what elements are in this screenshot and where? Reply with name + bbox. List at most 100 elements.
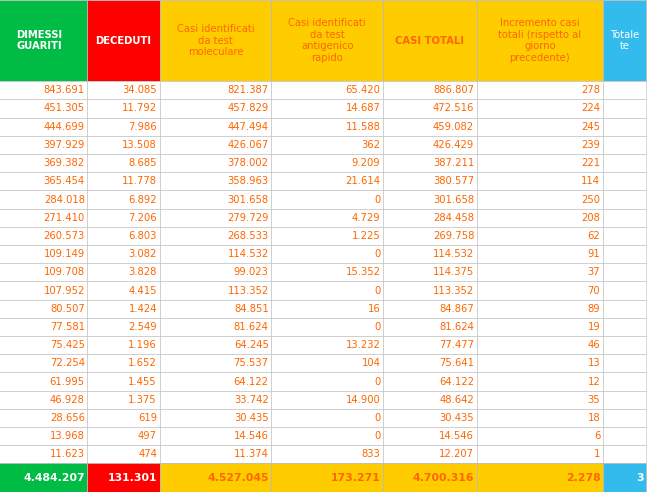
Text: 173.271: 173.271 [331, 473, 380, 483]
Bar [603, 445, 646, 463]
Bar [159, 281, 272, 300]
Bar [87, 336, 159, 354]
Bar [87, 263, 159, 281]
Bar [272, 209, 383, 227]
Text: 13: 13 [588, 358, 600, 369]
Text: 46.928: 46.928 [50, 395, 85, 405]
Bar [383, 409, 477, 427]
Bar [159, 409, 272, 427]
Text: 75.641: 75.641 [439, 358, 474, 369]
Text: 91: 91 [588, 249, 600, 259]
Text: 365.454: 365.454 [44, 176, 85, 186]
Bar [159, 190, 272, 209]
Bar [383, 209, 477, 227]
Bar [159, 445, 272, 463]
Text: 11.374: 11.374 [234, 449, 269, 460]
Bar [383, 372, 477, 391]
Bar [383, 190, 477, 209]
Bar [603, 99, 646, 118]
Bar [477, 227, 603, 245]
Bar [159, 300, 272, 318]
Text: 11.778: 11.778 [122, 176, 157, 186]
Text: 380.577: 380.577 [433, 176, 474, 186]
Bar [0, 354, 87, 372]
Text: 13.508: 13.508 [122, 140, 157, 150]
Text: 8.685: 8.685 [129, 158, 157, 168]
Text: 84.851: 84.851 [234, 304, 269, 314]
Bar [383, 227, 477, 245]
Bar [272, 391, 383, 409]
Text: 89: 89 [588, 304, 600, 314]
Text: 1.225: 1.225 [352, 231, 380, 241]
Text: 245: 245 [581, 122, 600, 132]
Text: 0: 0 [374, 322, 380, 332]
Bar [383, 391, 477, 409]
Bar [383, 99, 477, 118]
Text: 224: 224 [581, 103, 600, 114]
Bar [603, 209, 646, 227]
Text: 387.211: 387.211 [433, 158, 474, 168]
Bar [87, 154, 159, 172]
Text: 268.533: 268.533 [228, 231, 269, 241]
Text: 61.995: 61.995 [50, 376, 85, 387]
Bar [87, 391, 159, 409]
Bar [383, 318, 477, 336]
Text: 114.532: 114.532 [228, 249, 269, 259]
Text: 19: 19 [588, 322, 600, 332]
Bar [477, 81, 603, 99]
Bar [477, 154, 603, 172]
Text: 4.484.207: 4.484.207 [23, 473, 85, 483]
Text: 619: 619 [138, 413, 157, 423]
Text: 821.387: 821.387 [228, 85, 269, 95]
Bar [0, 409, 87, 427]
Text: 362: 362 [361, 140, 380, 150]
Bar [87, 372, 159, 391]
Text: 34.085: 34.085 [122, 85, 157, 95]
Text: 444.699: 444.699 [44, 122, 85, 132]
Text: 6: 6 [594, 431, 600, 441]
Text: 2.278: 2.278 [565, 473, 600, 483]
Bar [383, 445, 477, 463]
Text: 208: 208 [581, 213, 600, 223]
Bar [159, 0, 272, 81]
Text: Casi identificati
da test
moleculare: Casi identificati da test moleculare [176, 24, 255, 57]
Text: 269.758: 269.758 [433, 231, 474, 241]
Bar [159, 154, 272, 172]
Bar [272, 300, 383, 318]
Text: 62: 62 [588, 231, 600, 241]
Bar [603, 227, 646, 245]
Text: 11.588: 11.588 [346, 122, 380, 132]
Bar [159, 245, 272, 263]
Bar [0, 281, 87, 300]
Bar [603, 245, 646, 263]
Bar [477, 354, 603, 372]
Bar [0, 263, 87, 281]
Bar [603, 427, 646, 445]
Bar [603, 0, 646, 81]
Bar [272, 409, 383, 427]
Text: 33.742: 33.742 [234, 395, 269, 405]
Bar [603, 118, 646, 136]
Bar [87, 0, 159, 81]
Text: 81.624: 81.624 [234, 322, 269, 332]
Text: 843.691: 843.691 [44, 85, 85, 95]
Text: 0: 0 [374, 413, 380, 423]
Bar [383, 281, 477, 300]
Text: 301.658: 301.658 [228, 194, 269, 205]
Text: 278: 278 [581, 85, 600, 95]
Bar [603, 372, 646, 391]
Text: 114.375: 114.375 [433, 267, 474, 277]
Bar [272, 354, 383, 372]
Bar [477, 172, 603, 190]
Bar [87, 427, 159, 445]
Text: 30.435: 30.435 [440, 413, 474, 423]
Bar [159, 463, 272, 492]
Text: 64.245: 64.245 [234, 340, 269, 350]
Text: 4.527.045: 4.527.045 [207, 473, 269, 483]
Text: 114: 114 [581, 176, 600, 186]
Bar [603, 391, 646, 409]
Text: 72.254: 72.254 [50, 358, 85, 369]
Text: 833: 833 [361, 449, 380, 460]
Text: 77.581: 77.581 [50, 322, 85, 332]
Text: 28.656: 28.656 [50, 413, 85, 423]
